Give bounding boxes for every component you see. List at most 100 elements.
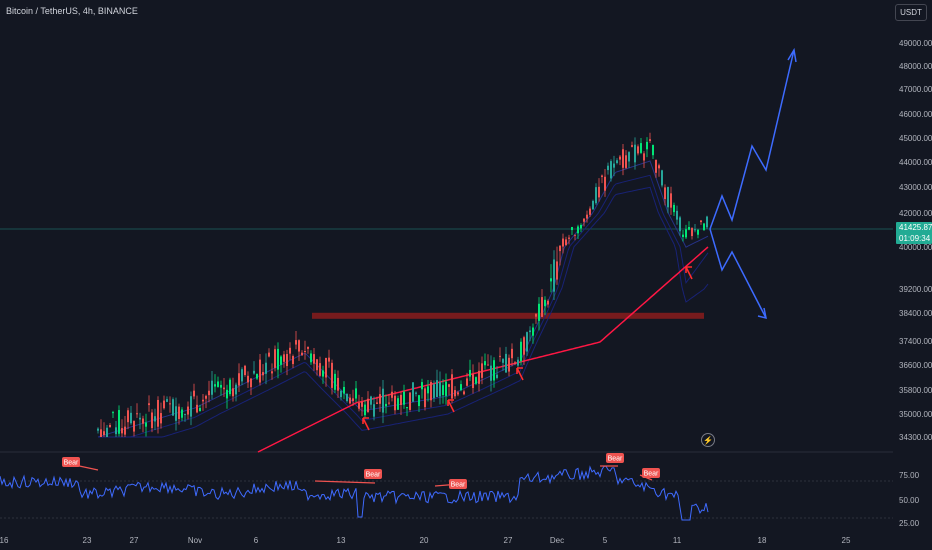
candle-body (280, 356, 282, 365)
candle-body (130, 412, 132, 424)
candle-body (646, 141, 648, 150)
candle-body (658, 165, 660, 169)
candle-body (106, 427, 108, 437)
candle-body (208, 390, 210, 396)
time-axis-label: 18 (758, 536, 767, 545)
candle-body (442, 385, 444, 396)
candle-body (283, 354, 285, 362)
candle-body (328, 357, 330, 362)
candle-body (397, 398, 399, 410)
time-axis-label: 16 (0, 536, 9, 545)
candle-body (637, 146, 639, 154)
candle-body (184, 413, 186, 415)
candle-body (460, 384, 462, 391)
candle-body (595, 187, 597, 204)
candle-body (196, 404, 198, 413)
candle-body (277, 348, 279, 370)
candle-body (229, 379, 231, 395)
candle-body (391, 391, 393, 398)
candle-body (583, 218, 585, 222)
moving-average-line (98, 186, 709, 438)
candle-body (676, 210, 678, 220)
candle-body (415, 392, 417, 394)
candle-body (109, 424, 111, 428)
price-axis-label: 45000.00 (899, 134, 932, 143)
candle-body (199, 408, 201, 412)
candle-body (505, 353, 507, 373)
candle-body (433, 384, 435, 398)
time-axis-label: 23 (83, 536, 92, 545)
candle-body (187, 406, 189, 415)
symbol-title: Bitcoin / TetherUS, 4h, BINANCE (6, 6, 138, 16)
candle-body (271, 371, 273, 374)
candle-body (499, 355, 501, 357)
candle-body (472, 374, 474, 389)
candle-body (652, 144, 654, 156)
candle-body (337, 377, 339, 391)
candle-body (220, 384, 222, 388)
candle-body (214, 384, 216, 387)
candle-body (394, 395, 396, 411)
candle-body (547, 300, 549, 305)
candle-body (217, 381, 219, 387)
candle-body (670, 193, 672, 208)
candle-body (664, 187, 666, 200)
candle-body (625, 155, 627, 168)
candle-body (523, 337, 525, 355)
candle-body (688, 226, 690, 230)
candle-body (301, 352, 303, 356)
candle-body (349, 397, 351, 404)
candle-body (121, 428, 123, 434)
candle-body (493, 360, 495, 381)
candle-body (334, 373, 336, 390)
bear-label-text: Bear (366, 472, 381, 479)
lightning-icon[interactable]: ⚡ (701, 433, 715, 447)
candle-body (310, 353, 312, 363)
candle-body (628, 152, 630, 162)
price-axis-label: 42000.00 (899, 209, 932, 218)
candle-body (610, 161, 612, 179)
candle-body (235, 384, 237, 395)
candle-body (529, 330, 531, 333)
candle-body (616, 160, 618, 164)
candle-body (250, 378, 252, 388)
candle-body (223, 387, 225, 390)
bearish-projection-arrowhead (757, 307, 767, 320)
rsi-axis-label: 25.00 (899, 519, 920, 528)
candle-body (544, 299, 546, 307)
candle-body (562, 238, 564, 247)
candle-body (169, 403, 171, 405)
price-axis-label: 37400.00 (899, 337, 932, 346)
candle-body (502, 359, 504, 363)
candle-body (682, 234, 684, 237)
candle-body (496, 374, 498, 378)
price-axis-label: 36600.00 (899, 361, 932, 370)
candle-body (124, 426, 126, 435)
candle-body (553, 259, 555, 292)
candle-body (97, 428, 99, 431)
current-price-tag: 41425.87 01:09:34 (896, 222, 932, 244)
bear-label-text: Bear (644, 471, 659, 478)
candle-body (448, 384, 450, 387)
candle-body (508, 357, 510, 372)
candle-body (151, 412, 153, 429)
candle-body (256, 373, 258, 379)
candle-body (538, 303, 540, 321)
candle-body (490, 365, 492, 381)
candle-body (379, 394, 381, 404)
support-arrow (447, 399, 455, 413)
candle-body (514, 362, 516, 364)
candle-body (430, 382, 432, 401)
candle-body (286, 354, 288, 367)
candle-body (580, 224, 582, 229)
candle-countdown: 01:09:34 (899, 234, 931, 243)
bullish-projection-path (709, 49, 795, 230)
candle-body (700, 220, 702, 223)
currency-button[interactable]: USDT (895, 4, 927, 21)
candle-body (190, 396, 192, 417)
candle-body (463, 391, 465, 395)
candle-body (247, 375, 249, 383)
candle-body (586, 214, 588, 219)
price-axis-label: 39200.00 (899, 285, 932, 294)
